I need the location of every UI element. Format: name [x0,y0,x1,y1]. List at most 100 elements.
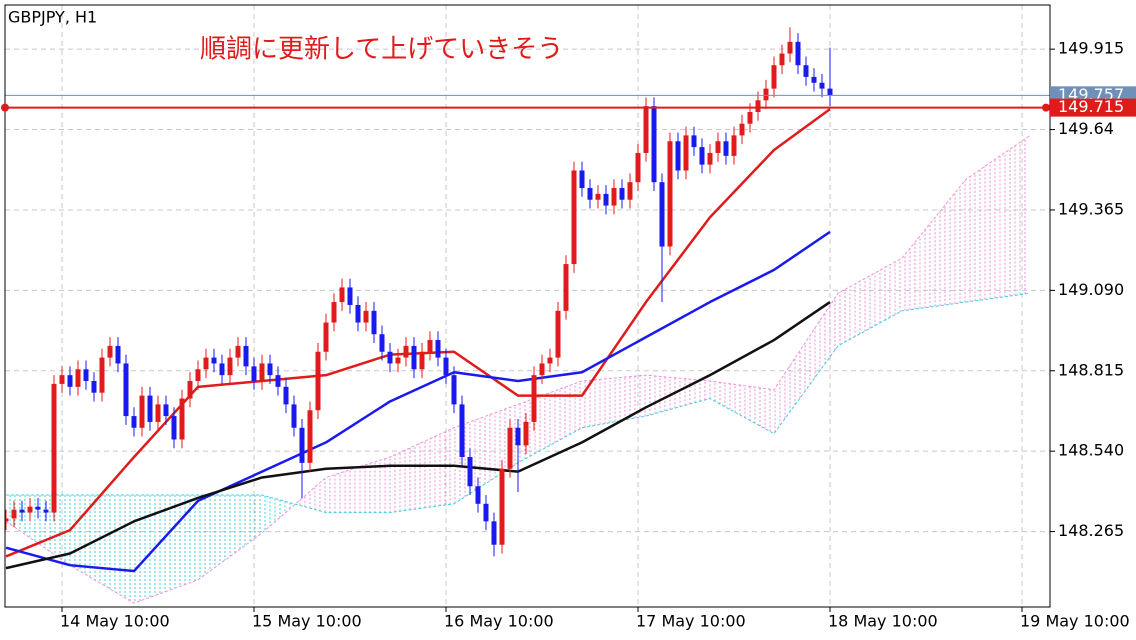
y-tick-label: 149.090 [1058,280,1124,299]
candle-body [731,135,737,156]
candle-body [547,357,553,364]
candle-body [163,404,169,417]
candle-body [827,88,833,96]
candle-body [723,141,729,156]
candle-body [515,427,521,446]
candle-body [43,509,49,513]
candle-body [747,112,753,124]
x-tick-label: 18 May 10:00 [828,612,938,631]
candle-body [651,106,657,183]
candle-body [331,302,337,323]
candle-body [611,188,617,206]
candle-body [203,357,209,370]
y-tick-label: 148.815 [1058,360,1124,379]
candle-body [555,310,561,358]
candle-body [507,427,513,469]
candle-body [707,152,713,165]
candle-body [475,486,481,504]
candle-body [427,340,433,352]
candle-body [491,521,497,545]
candle-body [179,398,185,440]
candle-body [35,506,41,510]
chart-title: GBPJPY, H1 [8,8,97,27]
candle-body [691,135,697,148]
x-tick-label: 19 May 10:00 [1020,612,1130,631]
candle-body [275,375,281,387]
candle-body [51,383,57,513]
candle-body [619,188,625,200]
candle-body [587,188,593,200]
candle-body [779,53,785,66]
candle-body [123,363,129,417]
candle-body [579,170,585,189]
candle-body [403,345,409,358]
candle-body [411,345,417,370]
moving-average [5,301,831,570]
candle-body [395,357,401,364]
price-label-box [1050,98,1136,117]
plot-area [5,5,1050,607]
candle-body [499,468,505,545]
y-tick-label: 149.915 [1058,39,1124,58]
candle-body [659,182,665,247]
candle-body [291,404,297,428]
candle-body [195,369,201,381]
axes: 149.915 149.64 149.365 149.090 148.815 148.54… [1,39,1136,631]
candle-body [251,366,257,381]
candle-body [323,322,329,352]
y-tick-label: 149.64 [1058,119,1114,138]
moving-average [5,108,831,558]
candle-body [339,287,345,303]
candle-body [699,147,705,165]
candle-body [771,65,777,89]
candle-body [539,363,545,376]
candle-body [443,357,449,376]
candle-body [667,141,673,247]
y-tick-label: 148.540 [1058,441,1124,460]
candle-body [635,152,641,183]
candle-body [683,135,689,171]
candle-body [211,357,217,364]
candle-body [5,518,9,522]
candle-body [435,340,441,358]
candle-body [675,141,681,171]
line-handle [1042,103,1050,112]
plot-frame [4,4,1051,608]
x-tick-label: 17 May 10:00 [636,612,746,631]
candle-body [283,386,289,405]
candle-body [67,375,73,387]
candle-body [419,351,425,370]
candle-body [155,404,161,422]
candle-body [219,363,225,376]
candle-body [451,375,457,405]
candle-body [715,141,721,153]
candle-body [627,182,633,200]
candle-body [107,345,113,358]
candle-body [363,310,369,323]
candle-body [267,363,273,376]
price-label: 149.715 [1058,97,1124,116]
candle-body [739,123,745,136]
candle-body [571,170,577,265]
candle-body [803,65,809,77]
candle-body [139,395,145,428]
candle-body [483,503,489,522]
moving-average [5,230,831,573]
x-tick-label: 16 May 10:00 [444,612,554,631]
candle-body [115,345,121,364]
candle-body [227,357,233,376]
candle-body [59,375,65,384]
candle-body [595,193,601,200]
candle-body [355,304,361,323]
candle-body [371,310,377,335]
y-tick-label: 148.265 [1058,521,1124,540]
line-handle [1,103,9,112]
candle-body [147,395,153,422]
candle-body [763,88,769,101]
x-tick-label: 15 May 10:00 [252,612,362,631]
y-tick-label: 149.365 [1058,199,1124,218]
candle-body [11,509,17,519]
candle-body [83,369,89,381]
candle-body [819,82,825,89]
